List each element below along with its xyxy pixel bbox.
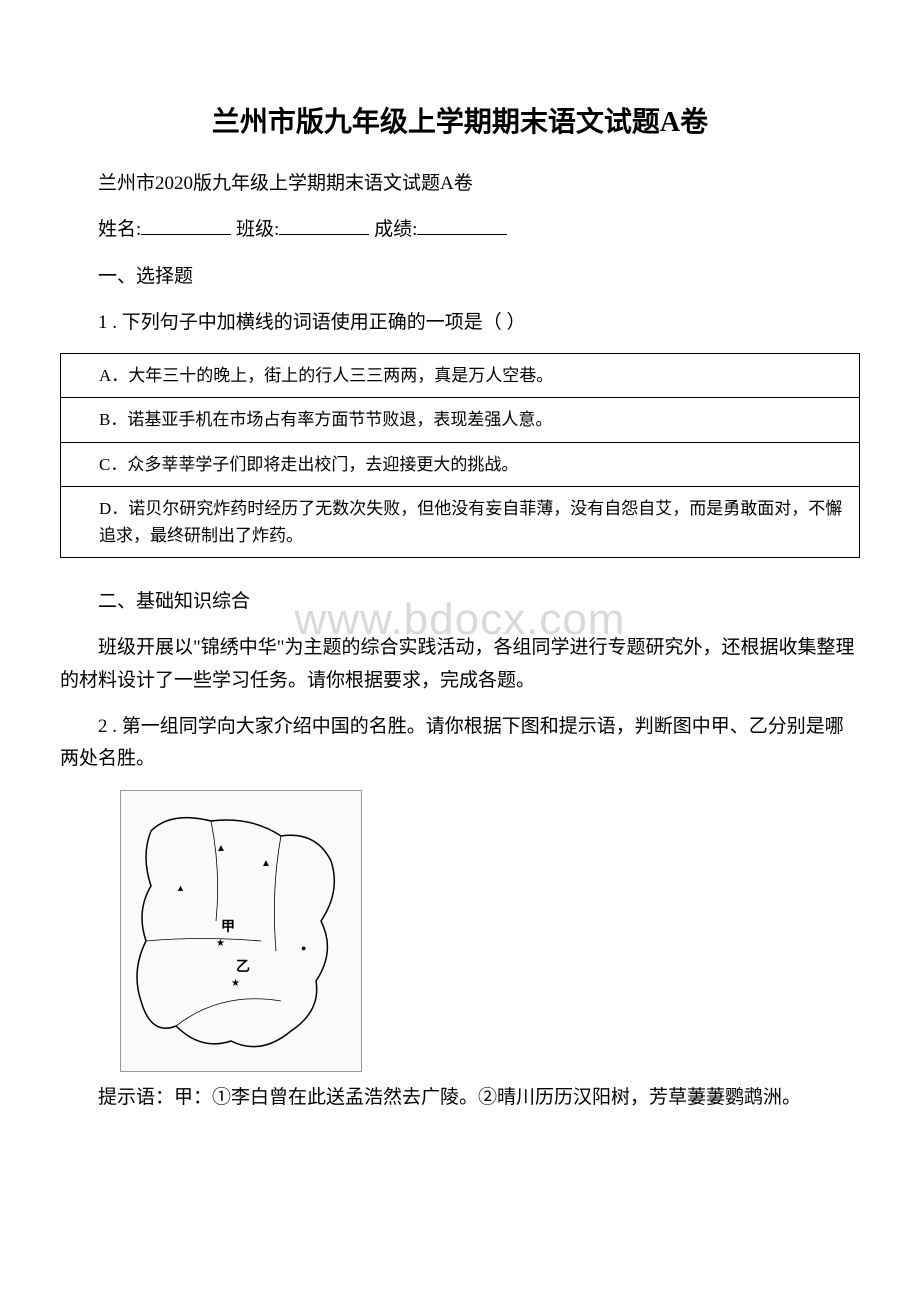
q2-hint: 提示语：甲：①李白曾在此送孟浩然去广陵。②晴川历历汉阳树，芳草萋萋鹦鹉洲。 (60, 1082, 860, 1114)
table-row: D．诺贝尔研究炸药时经历了无数次失败，但他没有妄自菲薄，没有自怨自艾，而是勇敢面… (61, 486, 860, 557)
option-b: B．诺基亚手机在市场占有率方面节节败退，表现差强人意。 (61, 398, 860, 442)
map-label-jia: 甲 (221, 919, 235, 935)
section2-intro: 班级开展以"锦绣中华"为主题的综合实践活动，各组同学进行专题研究外，还根据收集整… (60, 632, 860, 697)
section2-heading: 二、基础知识综合 (60, 586, 860, 618)
score-blank (417, 215, 507, 235)
map-figure: ▲ ▲ 甲 ★ 乙 ★ ● ▲ (120, 790, 362, 1072)
q2-stem: 2 . 第一组同学向大家介绍中国的名胜。请你根据下图和提示语，判断图中甲、乙分别… (60, 711, 860, 776)
option-a: A．大年三十的晚上，街上的行人三三两两，真是万人空巷。 (61, 354, 860, 398)
map-label: ▲ (216, 843, 226, 854)
map-label-yi: 乙 (236, 959, 250, 975)
subtitle: 兰州市2020版九年级上学期期末语文试题A卷 (60, 168, 860, 200)
q1-options-table: A．大年三十的晚上，街上的行人三三两两，真是万人空巷。 B．诺基亚手机在市场占有… (60, 353, 860, 558)
name-label: 姓名: (98, 219, 141, 240)
map-marker: ★ (231, 978, 240, 989)
q1-stem: 1 . 下列句子中加横线的词语使用正确的一项是（ ） (60, 307, 860, 339)
class-blank (279, 215, 369, 235)
map-label: ▲ (261, 858, 271, 869)
section1-heading: 一、选择题 (60, 261, 860, 293)
table-row: B．诺基亚手机在市场占有率方面节节败退，表现差强人意。 (61, 398, 860, 442)
map-label-small: ● (301, 943, 306, 953)
name-blank (141, 215, 231, 235)
option-d: D．诺贝尔研究炸药时经历了无数次失败，但他没有妄自菲薄，没有自怨自艾，而是勇敢面… (61, 486, 860, 557)
score-label: 成绩: (374, 219, 417, 240)
china-map-svg: ▲ ▲ 甲 ★ 乙 ★ ● ▲ (121, 791, 361, 1071)
map-label-small: ▲ (176, 883, 185, 893)
document-title: 兰州市版九年级上学期期末语文试题A卷 (60, 100, 860, 140)
form-line: 姓名: 班级: 成绩: (60, 214, 860, 246)
option-c: C．众多莘莘学子们即将走出校门，去迎接更大的挑战。 (61, 442, 860, 486)
table-row: C．众多莘莘学子们即将走出校门，去迎接更大的挑战。 (61, 442, 860, 486)
map-outline (137, 817, 334, 1046)
class-label: 班级: (236, 219, 279, 240)
table-row: A．大年三十的晚上，街上的行人三三两两，真是万人空巷。 (61, 354, 860, 398)
map-regions (146, 821, 281, 1026)
map-marker: ★ (216, 938, 225, 949)
